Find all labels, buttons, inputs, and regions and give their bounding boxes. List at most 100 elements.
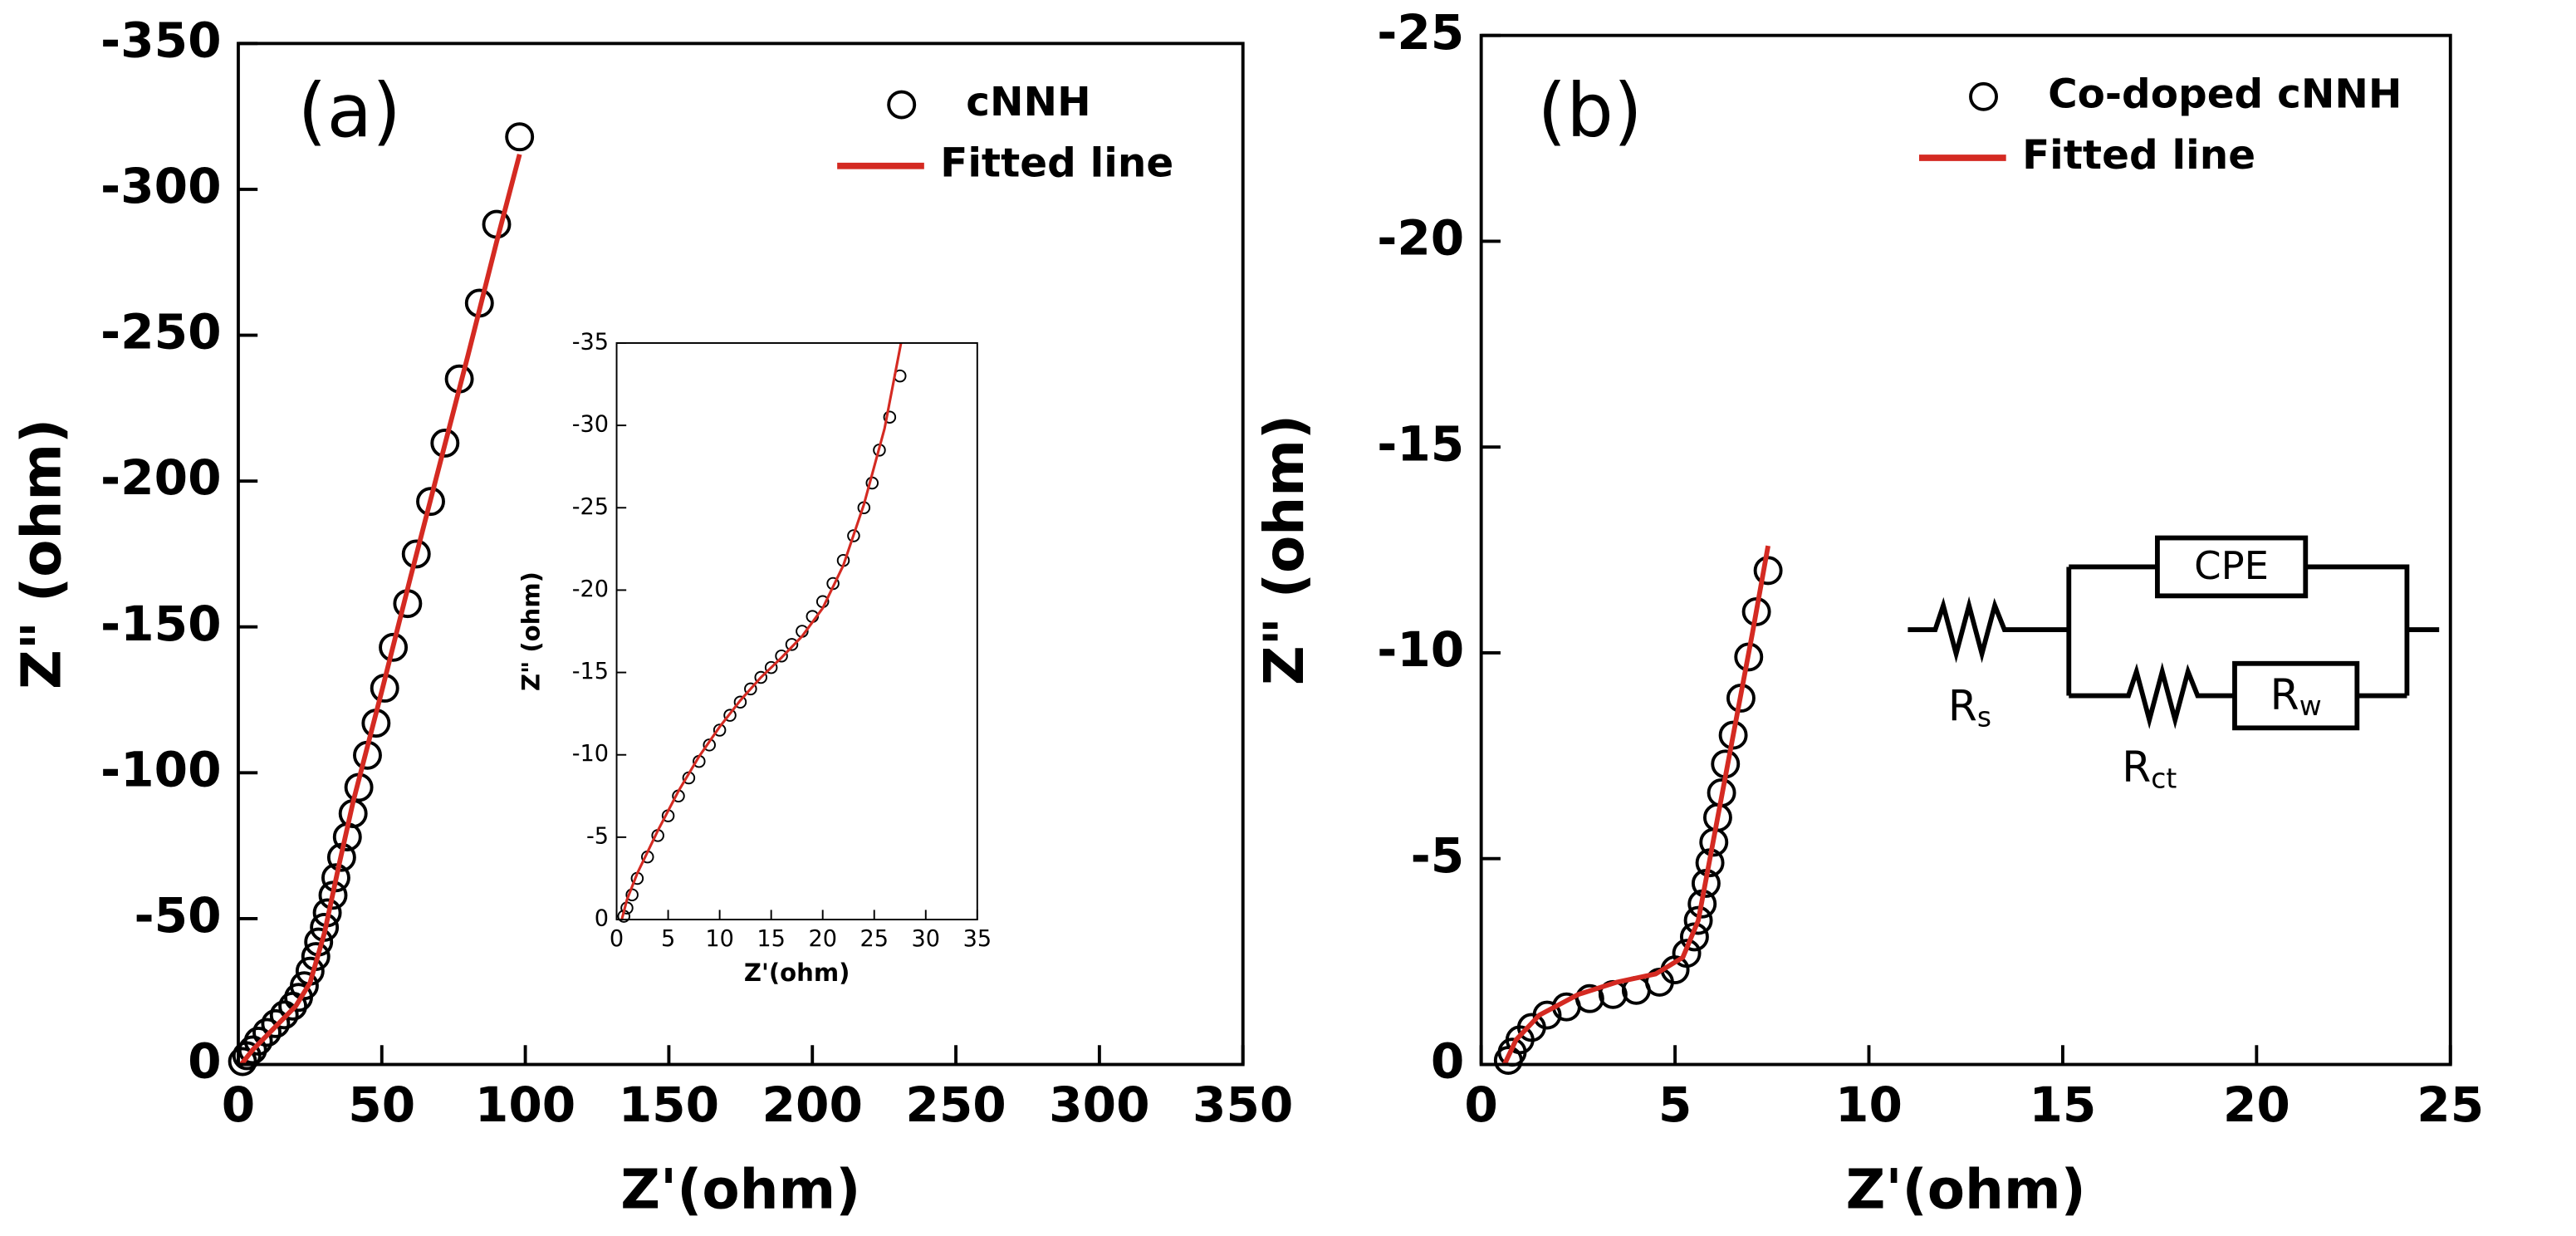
x-tick-label: 25 [2417, 1077, 2484, 1133]
y-tick-label: -15 [1377, 415, 1464, 472]
x-tick-label: 30 [912, 926, 941, 952]
data-point [764, 660, 778, 674]
legend-label: Fitted line [940, 140, 1173, 187]
data-point [847, 529, 860, 542]
fitted-line [239, 154, 522, 1067]
y-tick-label: -15 [572, 659, 609, 684]
data-point [883, 410, 897, 424]
panel: 0 5 10 15 20 25 30 35 0 -5 -10 -15 -20 -25 -30 -35 Z'(oh… [517, 329, 992, 986]
legend-label: Co-doped cNNH [2048, 71, 2402, 117]
x-tick-label: 0 [1464, 1077, 1497, 1133]
data-point [430, 429, 460, 458]
x-axis-label: Z'(ohm) [1846, 1158, 2086, 1222]
panel: 0 50 100 150 200 250 300 3500-50-100-150-200-25… [9, 12, 1293, 1221]
rct-sub: ct [2151, 762, 2177, 794]
y-axis-label: Z" (ohm) [517, 571, 546, 691]
circuit-wire [2305, 564, 2410, 696]
y-axis-label: Z" (ohm) [1252, 414, 1316, 685]
data-point [733, 695, 747, 709]
data-point [754, 670, 768, 684]
x-tick-label: 20 [808, 926, 837, 952]
x-tick-label: 250 [905, 1077, 1006, 1133]
cpe-label: CPE [2194, 543, 2269, 588]
data-point [723, 709, 737, 722]
y-tick-label: -5 [1411, 827, 1465, 884]
data-point [401, 539, 431, 569]
rs-sub: s [1977, 700, 1991, 733]
y-tick-label: -100 [100, 741, 222, 797]
x-tick-label: 100 [475, 1077, 575, 1133]
x-tick-label: 20 [2223, 1077, 2290, 1133]
x-tick-label: 15 [757, 926, 786, 952]
y-tick-label: -150 [100, 596, 222, 652]
rct-label: Rct [2122, 742, 2177, 794]
rs-main: R [1948, 681, 1977, 730]
x-tick-label: 350 [1193, 1077, 1293, 1133]
y-tick-label: -20 [572, 576, 609, 602]
x-tick-label: 35 [963, 926, 992, 952]
plot-frame [1479, 33, 2452, 1067]
data-point [1493, 1046, 1523, 1076]
rw-label: Rw [2270, 670, 2322, 722]
legend-label: Fitted line [2022, 132, 2255, 179]
data-point [261, 1008, 291, 1038]
y-axis-label: Z" (ohm) [9, 419, 73, 689]
y-tick-label: -20 [1377, 210, 1464, 267]
legend-marker [1969, 81, 1998, 111]
x-tick-label: 0 [610, 926, 624, 952]
panel-label: (a) [298, 68, 401, 154]
y-tick-label: -350 [100, 12, 222, 68]
x-axis-label: Z'(ohm) [744, 959, 850, 987]
y-tick-label: -25 [572, 494, 609, 520]
data-point [252, 1018, 282, 1047]
circuit: CPE Rw Rs Rct [1908, 535, 2440, 794]
x-tick-label: 0 [222, 1077, 255, 1133]
panel-label: (b) [1538, 68, 1643, 154]
data-point [775, 649, 788, 663]
rw-main: R [2270, 670, 2299, 719]
x-tick-label: 5 [1658, 1077, 1692, 1133]
data-point [785, 638, 799, 651]
data-point [416, 487, 445, 517]
x-tick-label: 15 [2029, 1077, 2096, 1133]
plot-frame [236, 42, 1245, 1067]
rw-sub: w [2299, 689, 2322, 722]
data-point [228, 1047, 257, 1077]
data-point [232, 1041, 262, 1071]
x-tick-label: 200 [762, 1077, 863, 1133]
legend-marker [887, 90, 917, 120]
y-tick-label: -200 [100, 449, 222, 506]
y-tick-label: -25 [1377, 4, 1464, 61]
y-tick-label: -10 [1377, 621, 1464, 678]
rs-label: Rs [1948, 681, 1991, 733]
y-tick-label: -35 [572, 329, 609, 355]
y-tick-label: -250 [100, 304, 222, 360]
panel: 0 5 10 15 20 25 0 -5 -10 -15 -20 -25 Z'(ohm) Z" (ohm)… [1252, 4, 2484, 1222]
x-tick-label: 50 [348, 1077, 415, 1133]
rct-main: R [2122, 742, 2151, 791]
circuit-wire [2069, 662, 2235, 729]
y-tick-label: 0 [188, 1033, 221, 1090]
legend-label: cNNH [966, 79, 1090, 125]
data-point [278, 991, 308, 1021]
data-point [713, 723, 727, 737]
plot-frame [615, 341, 978, 921]
x-tick-label: 300 [1049, 1077, 1149, 1133]
fitted-line [1502, 545, 1770, 1066]
data-point [703, 738, 716, 752]
y-tick-label: -10 [572, 741, 609, 767]
y-tick-label: -5 [586, 823, 609, 849]
data-point [744, 682, 757, 696]
y-tick-label: 0 [595, 906, 609, 932]
x-axis-label: Z'(ohm) [620, 1158, 860, 1222]
x-tick-label: 10 [1835, 1077, 1903, 1133]
x-tick-label: 10 [705, 926, 734, 952]
y-tick-label: 0 [1431, 1033, 1464, 1090]
y-tick-label: -50 [135, 887, 222, 944]
data-point [269, 1000, 299, 1030]
data-point [1753, 556, 1783, 586]
x-tick-label: 5 [661, 926, 675, 952]
data-point [505, 122, 535, 152]
